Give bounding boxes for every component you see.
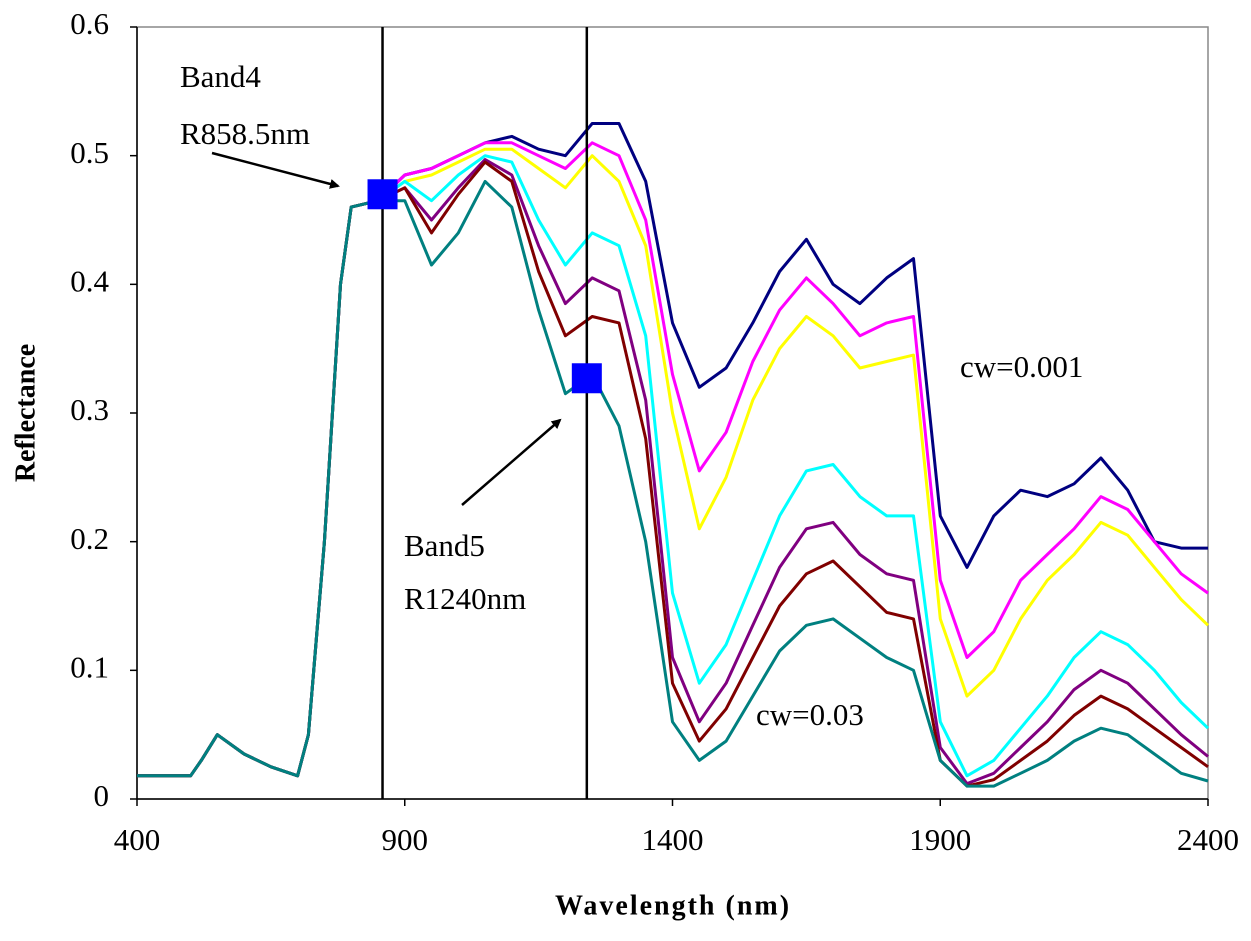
annotation: Band4 [180,59,261,94]
annotation: Band5 [404,528,485,563]
annotation: R1240nm [404,581,526,616]
y-tick-label: 0.5 [70,135,109,170]
y-tick-label: 0.3 [70,392,109,427]
y-tick-label: 0.6 [70,6,109,41]
y-tick-label: 0.4 [70,263,109,298]
band-marker [571,363,602,394]
annotation: R858.5nm [180,116,310,151]
series-line [137,158,1209,786]
series-line [137,179,1209,788]
annotation: cw=0.001 [960,349,1083,384]
x-axis-title: Wavelength (nm) [555,890,791,921]
x-tick-label: 2400 [1177,822,1239,857]
series-line [137,160,1209,788]
band-marker [367,179,398,210]
annotation: cw=0.03 [756,697,864,732]
x-tick-label: 1400 [642,822,704,857]
y-axis-title: Reflectance [10,344,41,482]
y-tick-label: 0.2 [70,521,109,556]
y-tick-label: 0.1 [70,649,109,684]
x-tick-label: 900 [382,822,429,857]
arrow [461,418,562,506]
arrow [211,151,340,189]
y-tick-label: 0 [94,778,110,813]
x-tick-label: 400 [114,822,161,857]
x-tick-label: 1900 [909,822,971,857]
